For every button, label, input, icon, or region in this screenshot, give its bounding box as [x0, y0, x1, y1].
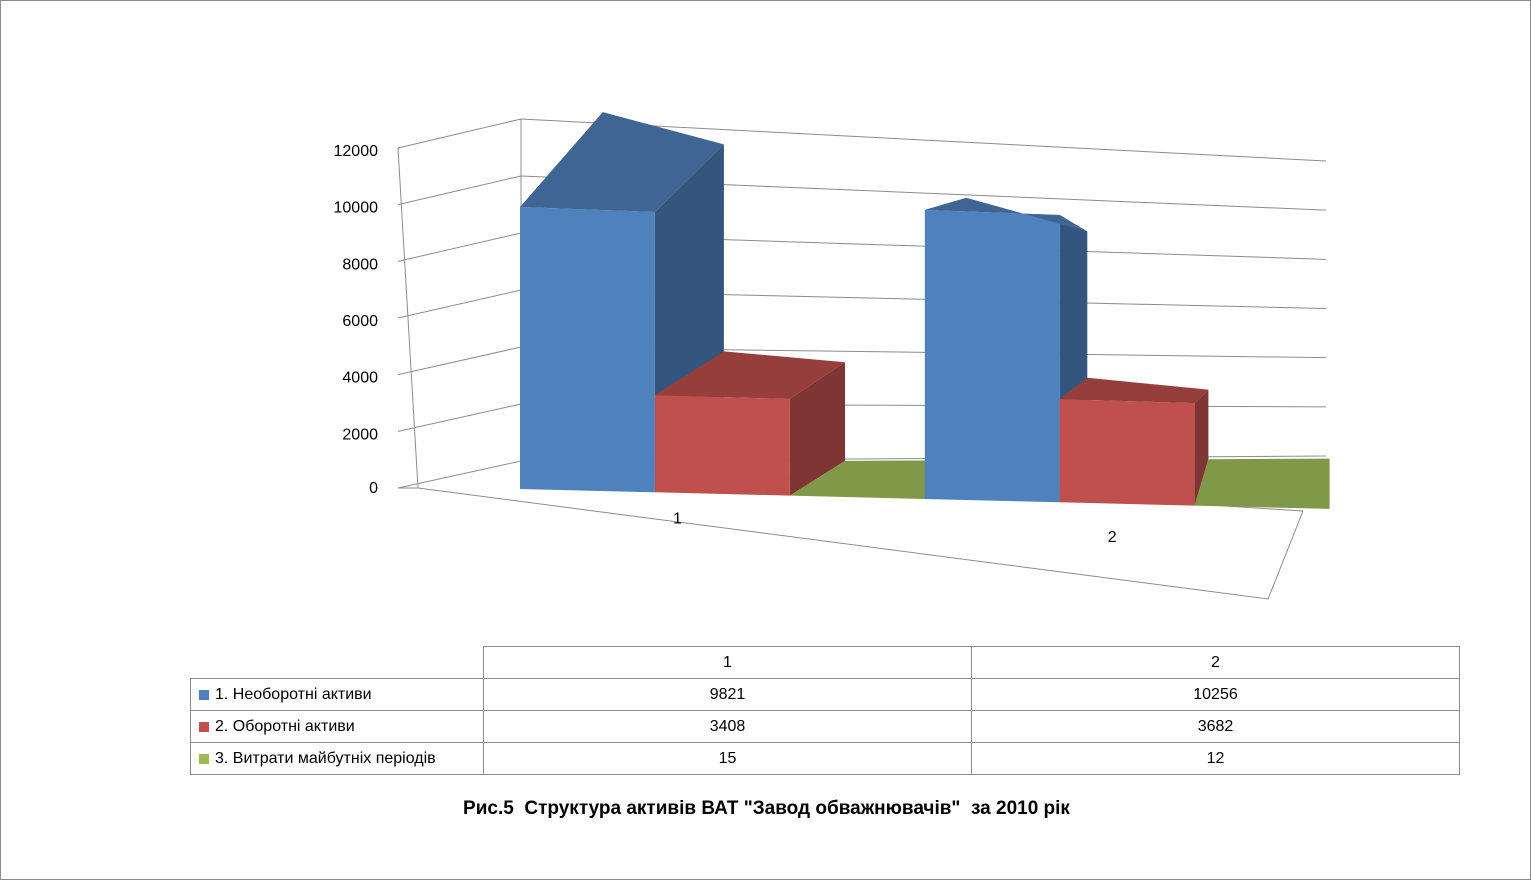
gridline-side [397, 289, 522, 319]
data-table: 1 2 1. Необоротні активи 9821 10256 2. О… [190, 646, 1460, 775]
data-value-cell: 15 [483, 742, 972, 775]
legend-key-icon [199, 721, 209, 732]
gridline-side [397, 346, 522, 376]
data-value-cell: 12 [971, 742, 1460, 775]
series-label-cell: 2. Оборотні активи [190, 710, 484, 743]
data-table-header-cell: 1 [483, 646, 972, 679]
chart-title: Рис.5 Структура активів ВАТ "Завод обваж… [463, 798, 1070, 819]
bar-side [789, 362, 845, 496]
data-table-corner [190, 646, 484, 679]
y-tick-label: 12000 [334, 143, 379, 160]
bar [924, 209, 1060, 503]
data-value-cell: 3408 [483, 710, 972, 743]
x-tick-label: 1 [673, 511, 682, 528]
gridline-side [397, 118, 522, 149]
data-table-header-cell: 2 [971, 646, 1460, 679]
data-value-cell: 10256 [971, 678, 1460, 711]
series-label-cell: 3. Витрати майбутніх періодів [190, 742, 484, 775]
x-tick-label: 2 [1108, 529, 1117, 546]
gridline-side [397, 175, 522, 206]
legend-key-icon [199, 753, 209, 764]
bar-top [924, 197, 1088, 232]
bar-top [1059, 377, 1209, 404]
series-label-cell: 1. Необоротні активи [190, 678, 484, 711]
gridline-side [397, 232, 522, 262]
y-tick-label: 6000 [342, 313, 378, 330]
series-name: 1. Необоротні активи [215, 685, 372, 703]
y-tick-label: 10000 [334, 200, 379, 217]
data-table-header-row: 1 2 [190, 646, 1460, 679]
y-tick-label: 0 [369, 480, 378, 497]
data-value-cell: 9821 [483, 678, 972, 711]
gridline-side [397, 403, 522, 432]
y-tick-label: 4000 [342, 370, 378, 387]
bar [654, 395, 790, 496]
gridline-back [520, 118, 1327, 162]
bar-top [520, 112, 724, 212]
legend-key-icon [199, 689, 209, 700]
bar-side [1194, 389, 1209, 506]
series-name: 3. Витрати майбутніх періодів [215, 749, 436, 767]
y-tick-label: 8000 [342, 256, 378, 273]
bar-top [654, 351, 845, 399]
data-table-row: 2. Оборотні активи 3408 3682 [190, 710, 1460, 743]
y-tick-label: 2000 [342, 426, 378, 443]
series-name: 2. Оборотні активи [215, 717, 355, 735]
value-axis-line [397, 147, 419, 489]
bar [1059, 399, 1195, 506]
data-value-cell: 3682 [971, 710, 1460, 743]
bar [789, 460, 967, 499]
bar [1194, 458, 1330, 509]
bar [520, 207, 655, 493]
data-table-row: 1. Необоротні активи 9821 10256 [190, 678, 1460, 711]
data-table-row: 3. Витрати майбутніх періодів 15 12 [190, 742, 1460, 775]
gridline-side [397, 460, 522, 489]
